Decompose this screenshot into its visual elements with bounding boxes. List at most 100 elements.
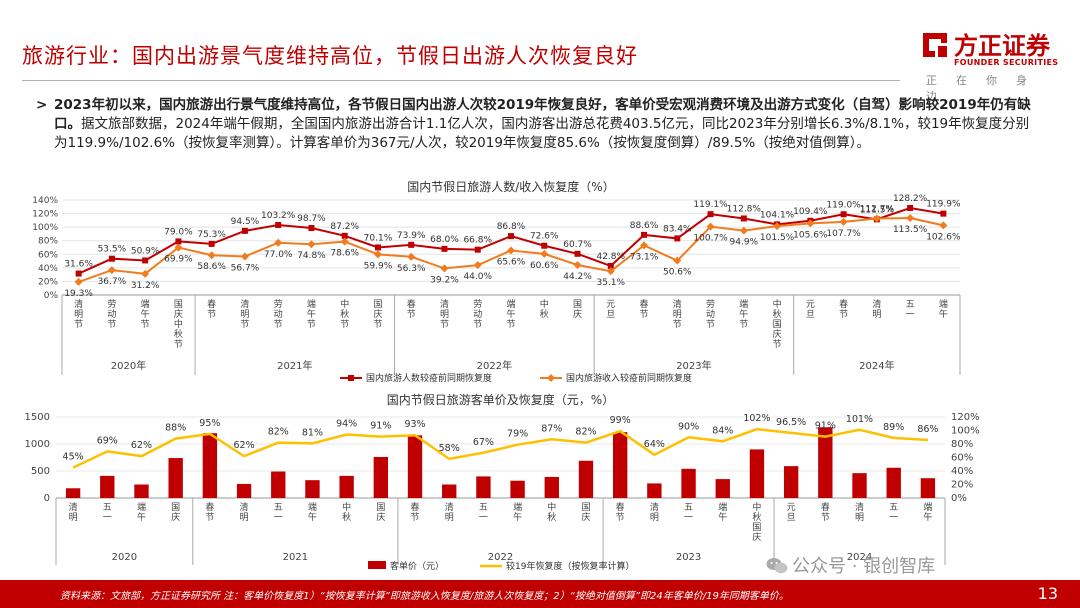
chart1-data-label: 73.9% xyxy=(397,231,426,241)
chart2-x-tick-label: 清明 xyxy=(445,501,454,523)
chart1-title: 国内节假日旅游人数/收入恢复度（%） xyxy=(407,179,614,194)
chart2-x-tick-label: 五一 xyxy=(889,503,898,523)
chart2-group-label: 2023 xyxy=(676,552,701,563)
chart1-data-point xyxy=(374,244,381,251)
chart1-data-label: 74.8% xyxy=(297,251,326,261)
chart2-bar xyxy=(920,478,936,498)
chart2-x-tick-label: 春节 xyxy=(616,501,625,523)
chart1-x-tick-label: 春节 xyxy=(407,298,416,320)
chart2-x-tick-label: 端午 xyxy=(137,501,146,523)
chart2-bar xyxy=(647,483,662,498)
chart2-x-tick-label: 春节 xyxy=(821,501,830,523)
chart1-data-point xyxy=(607,262,614,269)
chart1-data-label: 73.1% xyxy=(630,252,659,262)
title-divider xyxy=(22,80,900,81)
chart2-bar xyxy=(65,488,81,498)
chart2-right-tick-label: 60% xyxy=(951,453,973,464)
chart1-data-point xyxy=(508,233,514,240)
chart2-bar xyxy=(134,484,149,498)
chart1-group-label: 2024年 xyxy=(859,359,894,372)
chart1-data-point xyxy=(673,256,682,265)
chart1-data-label: 42.8% xyxy=(596,252,625,262)
chart1-data-label: 68.0% xyxy=(430,235,459,245)
bullet-marker: > xyxy=(36,97,48,113)
chart1-data-label: 87.2% xyxy=(330,222,359,232)
logo-mark-icon xyxy=(923,33,947,57)
chart1-x-tick-label: 端午节 xyxy=(307,298,316,330)
chart1-data-point xyxy=(441,245,448,252)
chart2-bar xyxy=(818,427,833,498)
chart1-data-label: 113.5% xyxy=(893,225,928,235)
chart2-group-label: 2022 xyxy=(488,552,513,563)
chart1-data-label: 70.1% xyxy=(364,233,393,243)
chart1-data-label: 36.7% xyxy=(98,277,127,287)
chart1-data-point xyxy=(707,211,714,218)
chart1-x-tick-label: 五一 xyxy=(906,300,915,320)
chart2-bar xyxy=(476,476,491,498)
chart2-bar xyxy=(407,435,423,498)
chart2-group-label: 2020 xyxy=(112,552,137,563)
chart2-legend-label: 客单价（元） xyxy=(390,560,444,572)
chart1-legend-label: 国内旅游人数较疫前同期恢复度 xyxy=(366,372,492,384)
chart1-data-label: 119.1% xyxy=(693,200,728,210)
chart2-data-label: 82% xyxy=(268,427,289,438)
chart1-x-tick-label: 清明节 xyxy=(440,298,449,330)
chart2-right-tick-label: 100% xyxy=(951,426,980,437)
chart2-bar xyxy=(168,458,183,498)
chart1-data-point xyxy=(740,215,747,222)
chart1-data-label: 60.7% xyxy=(563,240,592,250)
chart1-data-label: 86.8% xyxy=(497,222,526,232)
chart1-x-tick-label: 中秋 xyxy=(540,298,549,320)
chart1-data-point xyxy=(872,214,881,223)
chart2-x-tick-label: 端午 xyxy=(308,501,317,523)
chart2-group-label: 2024 xyxy=(847,552,872,563)
chart1-x-tick-label: 春节 xyxy=(207,298,216,320)
chart1-data-label: 39.2% xyxy=(430,275,459,285)
chart1-data-label: 98.7% xyxy=(297,214,326,224)
chart1-data-label: 94.9% xyxy=(730,238,759,248)
chart1-data-label: 103.2% xyxy=(261,211,296,221)
chart2-data-label: 87% xyxy=(541,423,562,434)
chart1-x-tick-label: 清明 xyxy=(872,298,881,320)
chart2-left-tick-label: 1000 xyxy=(25,439,50,450)
page-title: 旅游行业：国内出游景气度维持高位，节假日出游人次恢复良好 xyxy=(22,44,638,68)
chart1-data-label: 119.0% xyxy=(826,200,861,210)
chart2-bar xyxy=(510,480,525,498)
chart2-x-tick-label: 清明 xyxy=(240,501,249,523)
chart1-x-tick-label: 清明节 xyxy=(240,298,249,330)
chart1-data-label: 111.5% xyxy=(860,205,895,215)
chart1-data-label: 31.6% xyxy=(64,260,93,270)
chart2-data-label: 82% xyxy=(575,427,596,438)
chart2-data-label: 94% xyxy=(336,419,357,430)
chart1-data-label: 107.7% xyxy=(826,229,861,239)
chart1-data-point xyxy=(640,241,649,250)
chart1-data-point xyxy=(773,222,782,231)
chart1-data-label: 69.9% xyxy=(164,255,193,265)
chart2-data-label: 64% xyxy=(644,439,665,450)
chart1-data-point xyxy=(408,241,415,248)
chart2-data-label: 99% xyxy=(610,415,631,426)
chart1-data-point xyxy=(107,266,116,275)
logo-chinese-name: 方正证券 xyxy=(954,32,1050,60)
chart1-data-point xyxy=(75,270,82,277)
chart2-data-label: 91% xyxy=(370,421,391,432)
chart2-data-label: 96.5% xyxy=(776,417,806,428)
chart1-data-label: 78.6% xyxy=(330,249,359,259)
chart1-x-tick-label: 元旦 xyxy=(606,300,615,320)
chart1-x-tick-label: 劳动节 xyxy=(473,298,482,330)
chart1-data-point xyxy=(939,221,948,230)
chart1-data-point xyxy=(806,219,815,228)
chart1-data-point xyxy=(241,227,248,234)
chart1-group-label: 2021年 xyxy=(277,359,312,372)
chart2-bar xyxy=(271,471,286,498)
chart1-y-tick-label: 40% xyxy=(38,264,58,274)
chart2-data-label: 90% xyxy=(678,421,699,432)
chart1-x-tick-label: 劳动节 xyxy=(107,298,116,330)
chart1-x-tick-label: 劳动节 xyxy=(274,298,283,330)
chart1-data-point xyxy=(940,210,947,217)
chart1-x-tick-label: 清明节 xyxy=(74,298,83,330)
chart2-x-tick-label: 五一 xyxy=(684,503,693,523)
chart2-x-tick-label: 中秋 xyxy=(342,501,351,523)
chart1-data-label: 59.9% xyxy=(364,261,393,271)
chart1-x-tick-label: 端午节 xyxy=(141,298,150,330)
